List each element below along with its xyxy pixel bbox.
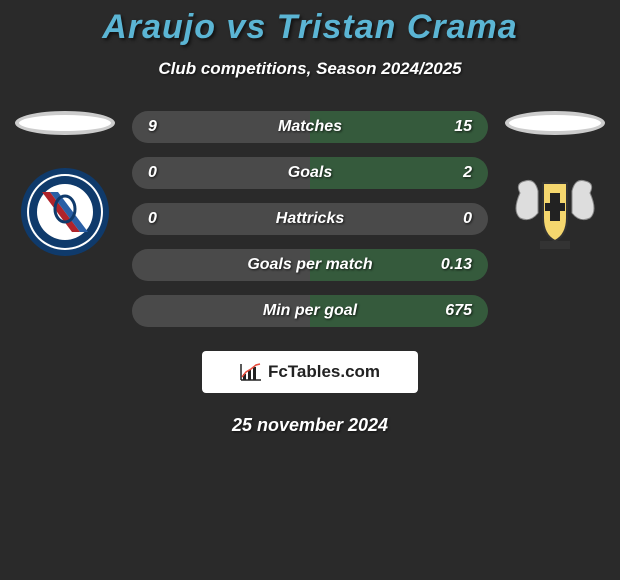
stat-right-value: 15 [454,118,472,136]
stat-label: Hattricks [276,210,344,228]
stat-left-value: 0 [148,164,157,182]
stat-row: 9 Matches 15 [132,111,488,143]
stat-row: 0 Hattricks 0 [132,203,488,235]
stat-left-value: 9 [148,118,157,136]
club-badge-left [20,167,110,257]
subtitle: Club competitions, Season 2024/2025 [0,59,620,79]
stat-label: Goals per match [247,256,372,274]
stat-row: Min per goal 675 [132,295,488,327]
right-column [500,111,610,257]
stat-right-value: 0 [463,210,472,228]
logo-box: FcTables.com [202,351,418,393]
date-text: 25 november 2024 [0,415,620,436]
stat-row: 0 Goals 2 [132,157,488,189]
page-title: Araujo vs Tristan Crama [0,8,620,47]
player-photo-placeholder-right [505,111,605,135]
player-photo-placeholder-left [15,111,115,135]
club-badge-right [510,167,600,257]
stat-label: Goals [288,164,332,182]
comparison-card: Araujo vs Tristan Crama Club competition… [0,0,620,436]
stat-right-value: 675 [445,302,472,320]
main-row: 9 Matches 15 0 Goals 2 0 Hattricks 0 Goals per ma… [0,111,620,341]
stat-label: Min per goal [263,302,357,320]
stat-left-value: 0 [148,210,157,228]
stat-right-value: 0.13 [441,256,472,274]
stat-right-value: 2 [463,164,472,182]
chart-icon [240,363,262,381]
left-column [10,111,120,257]
logo-text: FcTables.com [268,362,380,382]
stat-row: Goals per match 0.13 [132,249,488,281]
stats-list: 9 Matches 15 0 Goals 2 0 Hattricks 0 Goals per ma… [120,111,500,341]
stat-label: Matches [278,118,342,136]
